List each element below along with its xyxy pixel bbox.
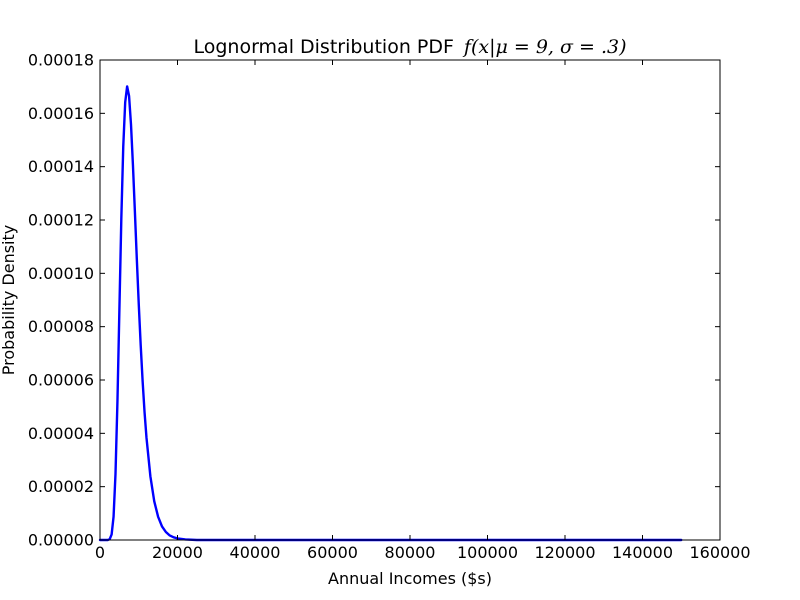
y-tick-label: 0.00006 — [28, 371, 94, 390]
plot-frame — [99, 59, 721, 541]
x-tick-label: 20000 — [152, 543, 203, 562]
chart-title: Lognormal Distribution PDF f(x|μ = 9, σ … — [193, 36, 626, 58]
y-tick-label: 0.00002 — [28, 477, 94, 496]
x-tick-label: 100000 — [457, 543, 518, 562]
y-tick-label: 0.00014 — [28, 157, 94, 176]
x-tick-label: 0 — [95, 543, 105, 562]
x-axis-label: Annual Incomes ($s) — [328, 569, 492, 588]
y-tick-label: 0.00000 — [28, 531, 94, 550]
plot-area: 0 20000 40000 60000 80000 100000 120000 140000 1… — [28, 51, 751, 563]
x-tick-label: 60000 — [307, 543, 358, 562]
y-tick-label: 0.00018 — [28, 51, 94, 70]
y-tick-label: 0.00016 — [28, 104, 94, 123]
x-tick-label: 40000 — [230, 543, 281, 562]
x-tick-label: 160000 — [689, 543, 750, 562]
y-tick-label: 0.00004 — [28, 424, 94, 443]
x-tick-label: 120000 — [534, 543, 595, 562]
y-tick-label: 0.00012 — [28, 211, 94, 230]
y-tick-label: 0.00010 — [28, 264, 94, 283]
x-tick-label: 140000 — [612, 543, 673, 562]
y-tick-label: 0.00008 — [28, 317, 94, 336]
chart-title-text: Lognormal Distribution PDF — [193, 36, 453, 58]
x-tick-label: 80000 — [385, 543, 436, 562]
chart-title-formula: f(x|μ = 9, σ = .3) — [462, 36, 627, 58]
y-axis-label: Probability Density — [0, 225, 18, 376]
